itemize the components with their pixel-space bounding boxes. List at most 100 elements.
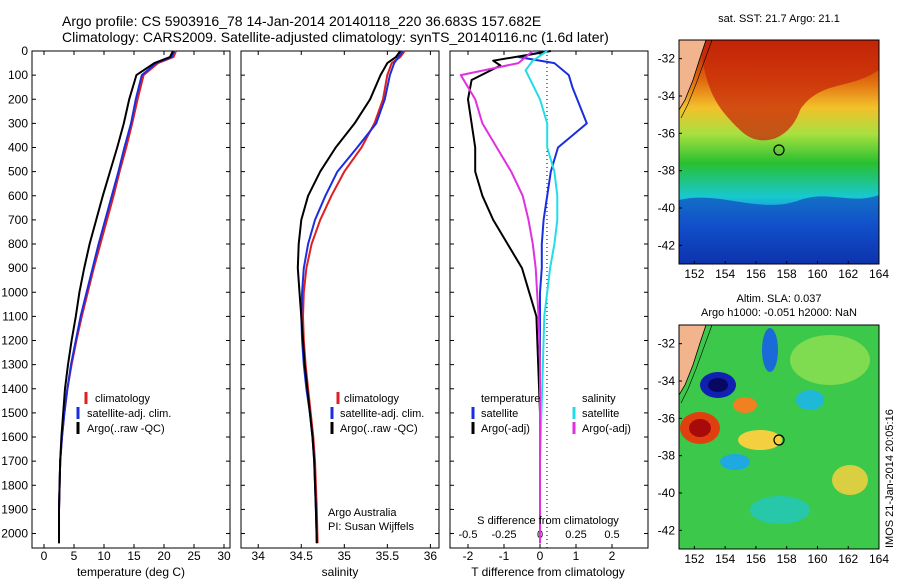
sla-map-ticks: 152 154 156 158 160 162 164 -32 -34 -36 -38 -40 -42 bbox=[658, 337, 890, 566]
sla-blob bbox=[790, 335, 870, 385]
sla-blob bbox=[738, 430, 782, 450]
x-tick-label: 25 bbox=[187, 549, 201, 563]
map-x-tick-label: 162 bbox=[838, 552, 858, 566]
s-tick-label: 0.5 bbox=[604, 529, 619, 541]
sla-blob bbox=[796, 390, 824, 410]
legend-label-s-satellite: satellite bbox=[582, 408, 619, 420]
sst-argo-marker bbox=[773, 144, 785, 156]
x-tick-label: 0 bbox=[41, 549, 48, 563]
map-y-tick-label: -34 bbox=[658, 89, 676, 103]
x-tick-label: 36 bbox=[424, 549, 438, 563]
temperature-axes bbox=[31, 50, 231, 549]
s-tick-label: -0.25 bbox=[491, 529, 516, 541]
map-y-tick-label: -32 bbox=[658, 52, 676, 66]
y-tick-label: 1600 bbox=[1, 430, 28, 444]
y-tick-label: 0 bbox=[21, 44, 28, 58]
temperature-panel: 0100200300400500600700800900100011001200… bbox=[1, 44, 231, 579]
legend-label-argo: Argo(..raw -QC) bbox=[87, 423, 165, 435]
sla-argo-marker bbox=[773, 434, 785, 446]
sst-land bbox=[679, 40, 707, 111]
y-tick-label: 1800 bbox=[1, 478, 28, 492]
map-x-tick-label: 156 bbox=[746, 267, 766, 281]
sla-blob bbox=[750, 496, 810, 524]
s-tick-label: -0.5 bbox=[459, 529, 478, 541]
temperature-legend: climatology satellite-adj. clim. Argo(..… bbox=[76, 392, 171, 435]
y-tick-label: 400 bbox=[8, 141, 28, 155]
map-y-tick-label: -36 bbox=[658, 411, 676, 425]
salinity-axes bbox=[240, 50, 440, 549]
sst-map-axes bbox=[678, 39, 880, 265]
map-x-tick-label: 152 bbox=[684, 267, 704, 281]
map-x-tick-label: 164 bbox=[869, 267, 889, 281]
series-line bbox=[296, 50, 402, 544]
y-tick-label: 200 bbox=[8, 92, 28, 106]
y-tick-label: 1700 bbox=[1, 454, 28, 468]
x-tick-label: 30 bbox=[217, 549, 231, 563]
legend-label-argo: Argo(..raw -QC) bbox=[340, 423, 418, 435]
s-difference-xlabel: S difference from climatology bbox=[477, 515, 619, 527]
sla-map-panel: Altim. SLA: 0.037 Argo h1000: -0.051 h20… bbox=[658, 293, 890, 566]
x-tick-label: 1 bbox=[573, 549, 580, 563]
sst-map-title: sat. SST: 21.7 Argo: 21.1 bbox=[718, 13, 840, 25]
difference-axis-ticks: -2 -1 0 1 2-0.5 -0.25 0 0.25 0.5 bbox=[459, 51, 620, 563]
map-y-tick-label: -40 bbox=[658, 201, 676, 215]
sst-map-ticks: 152 154 156 158 160 162 164 -32 -34 -36 -38 -40 -42 bbox=[658, 52, 890, 281]
sst-shelf-contour bbox=[680, 40, 713, 119]
y-tick-label: 600 bbox=[8, 189, 28, 203]
map-x-tick-label: 156 bbox=[746, 552, 766, 566]
map-y-tick-label: -42 bbox=[658, 523, 676, 537]
salinity-legend: climatology satellite-adj. clim. Argo(..… bbox=[330, 392, 424, 435]
x-tick-label: 15 bbox=[127, 549, 141, 563]
salinity-depth-ticks bbox=[241, 50, 439, 535]
y-tick-label: 300 bbox=[8, 116, 28, 130]
y-tick-label: 1400 bbox=[1, 382, 28, 396]
y-tick-label: 700 bbox=[8, 213, 28, 227]
x-tick-label: -1 bbox=[499, 549, 510, 563]
legend-label-climatology: climatology bbox=[344, 393, 400, 405]
map-x-tick-label: 154 bbox=[715, 267, 735, 281]
pi-annotation: PI: Susan Wijffels bbox=[328, 521, 414, 533]
y-tick-label: 1200 bbox=[1, 334, 28, 348]
y-tick-label: 1000 bbox=[1, 285, 28, 299]
depth-axis-ticks: 0 100 200 300 400 500 600 700 800 900 1000 1100 1200… bbox=[1, 44, 230, 541]
t-difference-xlabel: T difference from climatology bbox=[471, 565, 625, 579]
y-tick-label: 1100 bbox=[2, 309, 28, 323]
salinity-xlabel: salinity bbox=[322, 565, 359, 579]
salinity-series bbox=[296, 50, 406, 544]
sla-warm-eddy bbox=[689, 419, 711, 437]
x-tick-label: 2 bbox=[609, 549, 616, 563]
sla-map-axes bbox=[678, 324, 880, 550]
difference-axes bbox=[449, 50, 649, 549]
x-tick-label: -2 bbox=[463, 549, 474, 563]
y-tick-label: 800 bbox=[8, 237, 28, 251]
x-tick-label: 35.5 bbox=[376, 549, 400, 563]
series-line bbox=[459, 50, 541, 544]
legend-label-satellite: satellite-adj. clim. bbox=[87, 408, 171, 420]
y-tick-label: 1300 bbox=[1, 358, 28, 372]
sla-map-subtitle: Argo h1000: -0.051 h2000: NaN bbox=[701, 307, 857, 319]
y-tick-label: 500 bbox=[8, 165, 28, 179]
sst-cool-band bbox=[679, 195, 879, 264]
x-tick-label: 35 bbox=[338, 549, 352, 563]
sla-cold-eddy bbox=[708, 378, 728, 392]
sla-blob bbox=[720, 454, 750, 470]
sla-land bbox=[679, 325, 707, 396]
temperature-xlabel: temperature (deg C) bbox=[77, 565, 185, 579]
y-tick-label: 100 bbox=[8, 68, 28, 82]
temperature-series bbox=[58, 50, 177, 544]
map-y-tick-label: -38 bbox=[658, 449, 676, 463]
map-x-tick-label: 158 bbox=[777, 552, 797, 566]
y-tick-label: 1900 bbox=[1, 502, 28, 516]
header-line-2: Climatology: CARS2009. Satellite-adjuste… bbox=[62, 29, 609, 45]
map-y-tick-label: -36 bbox=[658, 126, 676, 140]
map-x-tick-label: 158 bbox=[777, 267, 797, 281]
sla-blob bbox=[733, 397, 757, 413]
x-tick-label: 5 bbox=[71, 549, 78, 563]
temperature-axis-ticks: 0 5 10 15 20 25 30 bbox=[41, 51, 231, 563]
y-tick-label: 1500 bbox=[1, 406, 28, 420]
legend-title-salinity: salinity bbox=[582, 393, 616, 405]
map-x-tick-label: 152 bbox=[684, 552, 704, 566]
owner-annotation: Argo Australia bbox=[328, 507, 397, 519]
y-tick-label: 2000 bbox=[1, 527, 28, 541]
